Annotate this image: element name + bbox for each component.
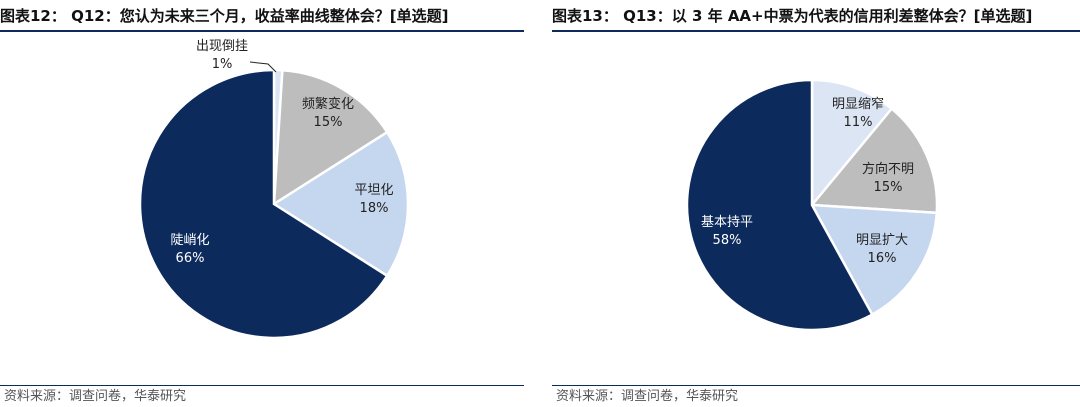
slice-label: 基本持平: [701, 215, 753, 230]
slice-value-label: 1%: [212, 57, 233, 72]
slice-value-label: 58%: [713, 233, 742, 248]
pie-slice-2: [272, 68, 389, 207]
slice-label: 明显扩大: [856, 233, 908, 248]
chart-title: 图表12： Q12：您认为未来三个月，收益率曲线整体会？[单选题]: [0, 7, 449, 25]
slice-label: 出现倒挂: [196, 39, 248, 54]
title-rule: [552, 30, 1080, 32]
slice-label: 平坦化: [354, 183, 393, 198]
slice-value-label: 16%: [868, 251, 897, 266]
pie-slice-2: [809, 106, 939, 215]
slice-value-label: 18%: [360, 201, 389, 216]
chart-panel-q12: 图表12： Q12：您认为未来三个月，收益率曲线整体会？[单选题] 出现倒挂 1%…: [0, 0, 524, 407]
pie-slice-3: [809, 203, 939, 317]
pie-slice-4: [138, 68, 389, 340]
chart-title: 图表13： Q13：以 3 年 AA+中票为代表的信用利差整体会？[单选题]: [552, 7, 1033, 25]
pie-chart-q12: 出现倒挂 1% 频繁变化 15% 平坦化 18% 陡峭化 66%: [138, 39, 410, 340]
slice-label: 明显缩窄: [832, 96, 884, 112]
slice-value-label: 15%: [874, 180, 903, 195]
slice-value-label: 11%: [844, 115, 873, 130]
source-rule: [0, 385, 524, 386]
leader-line: [249, 61, 277, 73]
title-rule: [0, 30, 524, 32]
chart-panel-q13: 图表13： Q13：以 3 年 AA+中票为代表的信用利差整体会？[单选题] 明…: [552, 0, 1080, 407]
slice-label: 频繁变化: [302, 96, 354, 112]
source-note: 资料来源：调查问卷，华泰研究: [4, 389, 187, 404]
pie-slice-1: [810, 78, 894, 209]
slice-value-label: 15%: [314, 115, 343, 130]
source-rule: [552, 385, 1080, 386]
slice-label: 陡峭化: [170, 233, 209, 248]
source-note: 资料来源：调查问卷，华泰研究: [556, 389, 739, 404]
slice-value-label: 66%: [176, 251, 205, 266]
pie-slice-4: [685, 78, 874, 332]
pie-chart-q13: 明显缩窄 11% 方向不明 15% 明显扩大 16% 基本持平 58%: [685, 78, 939, 332]
pie-slice-3: [271, 130, 410, 278]
slice-label: 方向不明: [862, 161, 914, 177]
